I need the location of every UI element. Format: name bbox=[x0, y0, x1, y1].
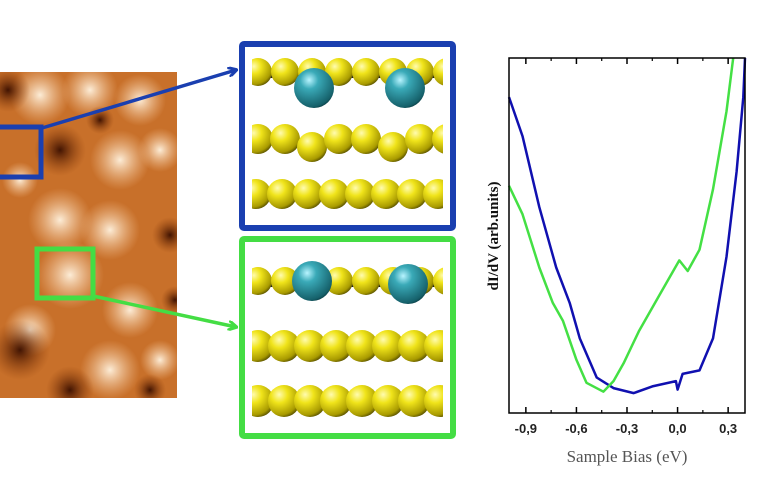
blue-arrow bbox=[41, 70, 236, 130]
gold-atom bbox=[346, 385, 378, 417]
stm-bright-feature bbox=[138, 128, 177, 172]
gold-atom bbox=[352, 58, 380, 86]
stm-dark-feature bbox=[152, 217, 177, 253]
x-tick-label: 0,0 bbox=[669, 421, 687, 436]
gold-atom bbox=[252, 58, 272, 86]
gold-atom bbox=[271, 58, 299, 86]
series-line-0 bbox=[507, 57, 747, 395]
teal-atom bbox=[388, 264, 428, 304]
stm-bright-feature bbox=[36, 241, 104, 309]
gold-atom bbox=[398, 330, 430, 362]
x-tick-label: -0,3 bbox=[616, 421, 638, 436]
gold-atom bbox=[351, 124, 381, 154]
stm-dark-feature bbox=[0, 72, 30, 112]
blue-atomic-model-panel bbox=[239, 41, 456, 231]
gold-atom bbox=[267, 179, 297, 209]
gold-atom bbox=[378, 132, 408, 162]
teal-atom bbox=[385, 68, 425, 108]
gold-atom bbox=[352, 267, 380, 295]
gold-atom bbox=[271, 267, 299, 295]
gold-atom bbox=[424, 385, 443, 417]
stm-bright-feature bbox=[62, 72, 118, 118]
stm-topography-image bbox=[0, 72, 177, 398]
teal-atom bbox=[294, 68, 334, 108]
x-tick-label: 0,3 bbox=[719, 421, 737, 436]
stm-bright-feature bbox=[140, 340, 177, 380]
gold-atom bbox=[346, 330, 378, 362]
stm-bright-feature bbox=[80, 200, 140, 260]
stm-bright-feature bbox=[102, 282, 158, 338]
stm-bright-feature bbox=[2, 162, 38, 198]
gold-atom bbox=[320, 330, 352, 362]
plot-frame bbox=[508, 57, 746, 414]
gold-atom bbox=[372, 330, 404, 362]
gold-atom bbox=[294, 385, 326, 417]
gold-atom bbox=[424, 330, 443, 362]
stm-bright-feature bbox=[80, 340, 140, 398]
gold-atom bbox=[252, 179, 271, 209]
gold-atom bbox=[324, 124, 354, 154]
gold-atom bbox=[423, 179, 443, 209]
gold-atom bbox=[297, 132, 327, 162]
dIdV-spectrum-chart: -0,9 -0,6 -0,3 0,0 0,3 Sample Bias (eV) dI/d… bbox=[486, 57, 747, 466]
stm-dark-feature bbox=[46, 366, 94, 398]
x-axis-label: Sample Bias (eV) bbox=[567, 447, 688, 466]
gold-atom bbox=[325, 267, 353, 295]
stm-dark-feature bbox=[161, 286, 177, 314]
green-region-marker bbox=[34, 246, 96, 301]
series-line-1 bbox=[507, 57, 735, 393]
green-atomic-model-panel bbox=[239, 236, 456, 439]
gold-atom bbox=[294, 330, 326, 362]
gold-atom bbox=[433, 58, 443, 86]
gold-atom bbox=[372, 385, 404, 417]
gold-atom bbox=[433, 267, 443, 295]
stm-bright-feature bbox=[90, 130, 150, 190]
gold-atom bbox=[398, 385, 430, 417]
gold-atom bbox=[252, 267, 272, 295]
gold-atom bbox=[320, 385, 352, 417]
gold-atom bbox=[252, 124, 273, 154]
x-tick-label: -0,6 bbox=[565, 421, 587, 436]
blue-region-marker bbox=[0, 124, 44, 180]
gold-atom bbox=[319, 179, 349, 209]
gold-atom bbox=[268, 330, 300, 362]
gold-atom bbox=[397, 179, 427, 209]
gold-atom bbox=[252, 385, 274, 417]
gold-atom bbox=[252, 330, 274, 362]
teal-atom bbox=[292, 261, 332, 301]
green-arrow bbox=[92, 294, 236, 327]
stm-dark-feature bbox=[34, 124, 86, 176]
gold-atom bbox=[293, 179, 323, 209]
gold-atom bbox=[345, 179, 375, 209]
gold-atom bbox=[268, 385, 300, 417]
gold-atom bbox=[405, 124, 435, 154]
gold-atom bbox=[371, 179, 401, 209]
stm-dark-feature bbox=[0, 320, 50, 380]
y-axis-label: dI/dV (arb.units) bbox=[486, 182, 502, 291]
gold-atom bbox=[432, 124, 443, 154]
gold-atom bbox=[325, 58, 353, 86]
stm-bright-feature bbox=[28, 188, 92, 252]
gold-atom bbox=[270, 124, 300, 154]
x-tick-label: -0,9 bbox=[515, 421, 537, 436]
stm-dark-feature bbox=[134, 374, 166, 398]
